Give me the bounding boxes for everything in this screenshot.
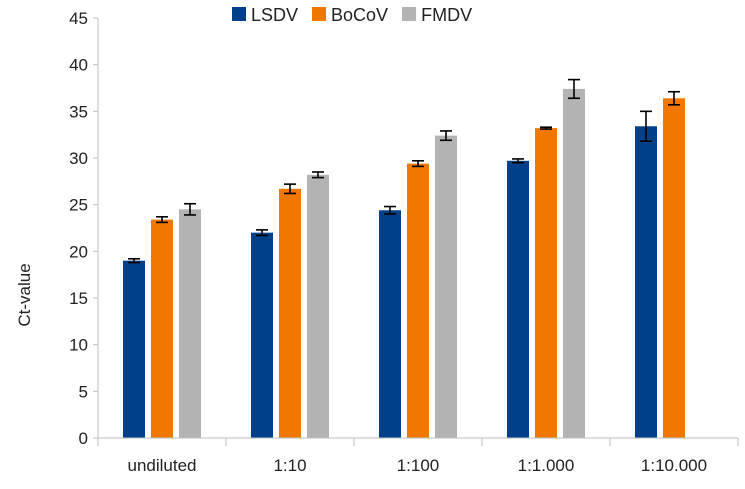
error-bar-lsdv-1-100	[384, 205, 396, 215]
y-tick-label: 5	[79, 382, 88, 401]
y-tick-label: 10	[69, 336, 88, 355]
error-bar-lsdv-undiluted	[128, 257, 140, 264]
x-tick-label: 1:10.000	[641, 456, 707, 475]
error-bar-bocov-1-100	[412, 160, 424, 168]
bar-bocov-1-10	[279, 188, 301, 438]
legend-item-bocov: BoCoV	[312, 5, 388, 25]
y-tick-label: 45	[69, 9, 88, 28]
legend-swatch	[312, 7, 327, 21]
y-axis: 0 5 10 15 20 25 30 35 40 45	[69, 9, 98, 448]
plot-area	[123, 78, 685, 439]
bar-fmdv-1-1-000	[563, 88, 585, 438]
legend-label: FMDV	[421, 5, 472, 25]
error-bar-lsdv-1-10	[256, 229, 268, 237]
bar-lsdv-1-10	[251, 232, 273, 438]
y-tick-label: 25	[69, 196, 88, 215]
legend-item-lsdv: LSDV	[232, 5, 298, 25]
bar-lsdv-1-100	[379, 210, 401, 438]
x-tick-label: 1:1.000	[518, 456, 575, 475]
error-bar-fmdv-1-100	[440, 130, 452, 142]
legend: LSDV BoCoV FMDV	[232, 5, 472, 25]
legend-swatch	[402, 7, 417, 21]
x-axis: undiluted 1:10 1:100 1:1.000 1:10.000	[97, 438, 739, 475]
bar-bocov-1-10-000	[663, 98, 685, 439]
error-bar-fmdv-1-10	[312, 171, 324, 179]
bar-lsdv-1-10-000	[635, 126, 657, 439]
x-tick-label: 1:100	[397, 456, 440, 475]
y-tick-label: 0	[79, 429, 88, 448]
legend-swatch	[232, 7, 246, 21]
bar-fmdv-1-10	[307, 174, 329, 439]
bar-bocov-1-100	[407, 163, 429, 438]
error-bar-lsdv-1-1-000	[512, 158, 524, 164]
error-bar-fmdv-1-1-000	[568, 78, 580, 100]
error-bar-bocov-1-1-000	[540, 126, 552, 130]
error-bar-bocov-1-10	[284, 183, 296, 195]
y-axis-title: Ct-value	[15, 263, 34, 326]
bar-fmdv-1-100	[435, 135, 457, 438]
error-bar-lsdv-1-10-000	[640, 110, 652, 142]
bar-lsdv-1-1-000	[507, 160, 529, 439]
bar-bocov-1-1-000	[535, 128, 557, 438]
bar-lsdv-undiluted	[123, 260, 145, 438]
bar-bocov-undiluted	[151, 219, 173, 438]
error-bar-fmdv-undiluted	[184, 202, 196, 216]
y-tick-label: 35	[69, 102, 88, 121]
y-tick-label: 15	[69, 289, 88, 308]
y-tick-label: 20	[69, 242, 88, 261]
error-bar-bocov-undiluted	[156, 216, 168, 224]
legend-label: BoCoV	[331, 5, 388, 25]
error-bar-bocov-1-10-000	[668, 90, 680, 106]
y-tick-label: 40	[69, 56, 88, 75]
y-tick-label: 30	[69, 149, 88, 168]
bar-fmdv-undiluted	[179, 209, 201, 438]
x-tick-label: 1:10	[273, 456, 306, 475]
x-tick-label: undiluted	[127, 456, 196, 475]
legend-label: LSDV	[251, 5, 298, 25]
legend-item-fmdv: FMDV	[402, 5, 472, 25]
